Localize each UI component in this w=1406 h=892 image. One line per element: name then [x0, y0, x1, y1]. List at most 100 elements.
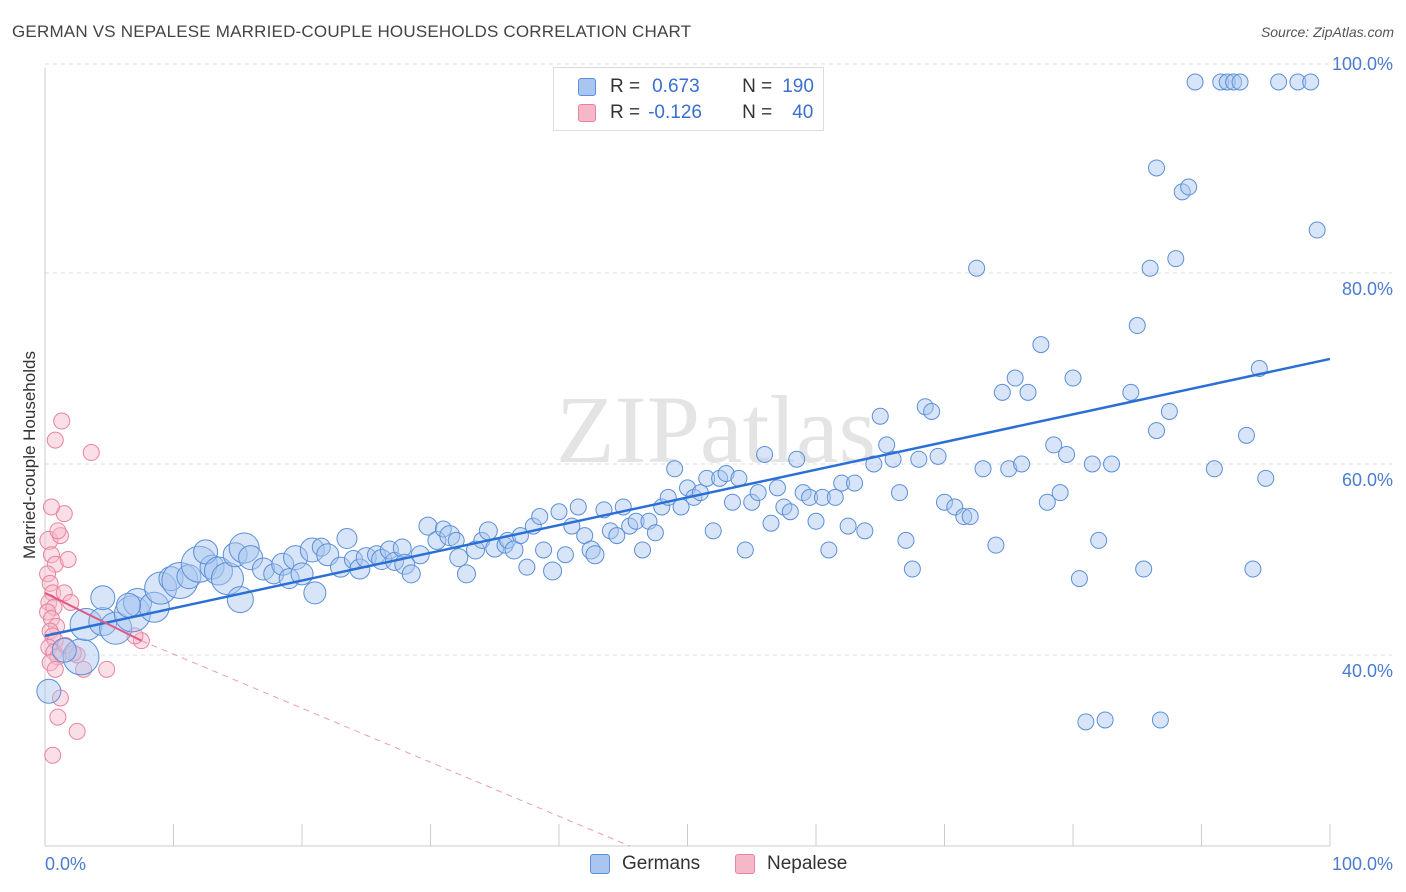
bottom-legend-swatch-nepalese [735, 854, 755, 874]
germans-point [1141, 259, 1159, 277]
germans-point [1090, 531, 1108, 549]
germans-point [666, 460, 684, 478]
nepalese-point [53, 412, 71, 430]
legend-swatch-germans [578, 78, 596, 96]
germans-point [158, 566, 184, 592]
germans-point [1225, 73, 1243, 91]
germans-point [627, 512, 645, 530]
germans-point [1019, 383, 1037, 401]
germans-trend-line [44, 357, 1331, 638]
germans-point [161, 562, 199, 600]
legend-r-label: R = [610, 76, 641, 97]
bottom-legend-label-nepalese: Nepalese [767, 853, 848, 874]
legend-n-label: N = [742, 102, 773, 123]
nepalese-point [49, 708, 67, 726]
germans-point [993, 383, 1011, 401]
germans-point [646, 524, 664, 542]
nepalese-point [46, 431, 64, 449]
germans-point [955, 508, 973, 526]
germans-point [1257, 469, 1275, 487]
nepalese-point [42, 546, 60, 564]
germans-point [251, 557, 275, 581]
germans-point [1231, 73, 1249, 91]
germans-point [903, 560, 921, 578]
germans-point [1083, 455, 1101, 473]
germans-point [116, 592, 142, 618]
germans-point [929, 447, 947, 465]
germans-point [974, 460, 992, 478]
germans-point [226, 586, 254, 614]
nepalese-point [40, 638, 58, 656]
germans-point [839, 517, 857, 535]
germans-point [1000, 460, 1018, 478]
bottom-legend-label-germans: Germans [622, 853, 701, 874]
germans-point [1244, 560, 1262, 578]
germans-point [1103, 455, 1121, 473]
x-tick-labels: 0.0% 100.0% [45, 854, 1393, 874]
germans-point [768, 479, 786, 497]
germans-point [518, 558, 536, 576]
germans-point [743, 493, 761, 511]
germans-point [478, 521, 498, 541]
germans-point [401, 564, 421, 584]
germans-point [199, 554, 225, 580]
germans-point [891, 484, 909, 502]
germans-point [801, 488, 819, 506]
germans-point [987, 536, 1005, 554]
bottom-legend-swatch-germans [590, 854, 610, 874]
germans-point [303, 581, 327, 605]
germans-point [176, 564, 202, 590]
source-label: Source: ZipAtlas.com [1260, 24, 1394, 40]
germans-point [1205, 460, 1223, 478]
germans-point [271, 552, 295, 576]
germans-point [1077, 713, 1095, 731]
germans-point [756, 445, 774, 463]
germans-point [781, 503, 799, 521]
legend-r-value: -0.126 [648, 102, 702, 123]
germans-points [36, 73, 1326, 731]
germans-point [51, 637, 77, 663]
germans-point [1270, 73, 1288, 91]
germans-point [556, 546, 574, 564]
germans-point [1013, 455, 1031, 473]
nepalese-point [68, 722, 86, 740]
germans-point [820, 541, 838, 559]
y-tick-label: 80.0% [1342, 279, 1393, 299]
nepalese-point [41, 574, 59, 592]
germans-point [569, 498, 587, 516]
germans-point [392, 538, 412, 558]
germans-point [535, 541, 553, 559]
bottom-legend-germans: Germans [590, 852, 700, 876]
germans-point [1128, 317, 1146, 335]
legend: R = 0.673 N = 190 R = -0.126 N = 40 [553, 67, 824, 131]
legend-n-value: 40 [792, 102, 814, 123]
germans-point [749, 484, 767, 502]
germans-point [961, 508, 979, 526]
gridlines [45, 63, 1392, 656]
legend-n-value: 190 [782, 76, 814, 97]
germans-point [1237, 426, 1255, 444]
nepalese-point [39, 530, 59, 550]
legend-row-germans: R = 0.673 N = 190 [578, 75, 814, 99]
nepalese-points [39, 412, 150, 764]
germans-point [788, 450, 806, 468]
germans-point [923, 402, 941, 420]
germans-point [1006, 369, 1024, 387]
legend-r-label: R = [610, 102, 641, 123]
germans-point [283, 545, 309, 571]
germans-point [717, 465, 735, 483]
nepalese-point [51, 527, 69, 545]
germans-point [1058, 445, 1076, 463]
trend-lines [44, 357, 1331, 847]
germans-point [878, 436, 896, 454]
germans-point [585, 545, 605, 565]
germans-point [456, 564, 476, 584]
germans-point [1148, 422, 1166, 440]
germans-point [936, 493, 953, 511]
germans-point [1051, 484, 1069, 502]
germans-point [1070, 570, 1088, 588]
germans-point [608, 527, 626, 545]
watermark: ZIPatlas [556, 376, 876, 483]
nepalese-point [98, 660, 116, 678]
germans-point [833, 474, 851, 492]
